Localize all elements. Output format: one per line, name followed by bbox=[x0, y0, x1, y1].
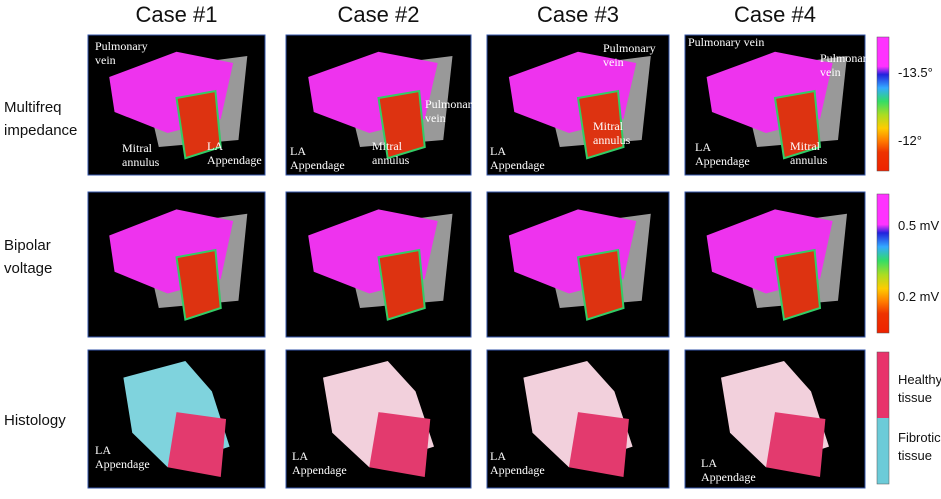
panel-annotation: vein bbox=[603, 55, 624, 69]
panel-annotation: LA bbox=[490, 144, 506, 158]
row-label: Multifreq bbox=[4, 99, 62, 116]
color-bar bbox=[876, 351, 890, 485]
map-low-region bbox=[377, 248, 426, 321]
legend-label: -13.5° bbox=[898, 65, 933, 80]
panel-annotation: Appendage bbox=[701, 470, 756, 484]
panel-annotation: Pulmonary bbox=[820, 51, 873, 65]
panel-annotation: annulus bbox=[372, 153, 410, 167]
column-header: Case #4 bbox=[734, 2, 816, 27]
column-header: Case #2 bbox=[338, 2, 420, 27]
panel-annotation: LA bbox=[95, 443, 111, 457]
map-low-region bbox=[576, 89, 625, 160]
panel-annotation: vein bbox=[425, 111, 446, 125]
panel-annotation: Mitral bbox=[122, 141, 153, 155]
panel-annotation: Mitral bbox=[593, 119, 624, 133]
panel-annotation: LA bbox=[490, 449, 506, 463]
panel-annotation: Appendage bbox=[207, 153, 262, 167]
histology-healthy bbox=[369, 412, 431, 477]
panel-annotation: LA bbox=[701, 456, 717, 470]
legend-label: tissue bbox=[898, 390, 932, 405]
panel-annotation: Pulmonary bbox=[603, 41, 656, 55]
column-header: Case #1 bbox=[136, 2, 218, 27]
panel-annotation: Pulmonary bbox=[95, 39, 148, 53]
column-header: Case #3 bbox=[537, 2, 619, 27]
map-low-region bbox=[175, 89, 222, 160]
legend-label: Healthy bbox=[898, 372, 941, 387]
panel-annotation: annulus bbox=[790, 153, 828, 167]
map-low-region bbox=[576, 248, 625, 321]
panel-annotation: annulus bbox=[122, 155, 160, 169]
panel-annotation: Mitral bbox=[790, 139, 821, 153]
panel-annotation: Appendage bbox=[695, 154, 750, 168]
panel-annotation: Appendage bbox=[490, 158, 545, 172]
histology-healthy bbox=[167, 412, 227, 477]
panel-annotation: Appendage bbox=[292, 463, 347, 477]
panel-annotation: Pulmonary bbox=[425, 97, 478, 111]
map-low-region bbox=[773, 89, 822, 160]
panel-annotation: Mitral bbox=[372, 139, 403, 153]
legend-label: tissue bbox=[898, 448, 932, 463]
map-low-region bbox=[377, 89, 426, 160]
color-bar bbox=[876, 193, 890, 334]
histology-healthy bbox=[766, 412, 826, 477]
legend-label: -12° bbox=[898, 133, 922, 148]
map-low-region bbox=[175, 248, 222, 321]
panel-annotation: LA bbox=[292, 449, 308, 463]
panel-annotation: LA bbox=[290, 144, 306, 158]
panel-annotation: Appendage bbox=[95, 457, 150, 471]
map-low-region bbox=[773, 248, 822, 321]
panel-annotation: Appendage bbox=[290, 158, 345, 172]
panel-annotation: Appendage bbox=[490, 463, 545, 477]
row-label: Bipolar bbox=[4, 237, 51, 254]
legend-label: 0.5 mV bbox=[898, 218, 940, 233]
panel-annotation: vein bbox=[820, 65, 841, 79]
row-label: voltage bbox=[4, 260, 52, 277]
color-bar bbox=[876, 36, 890, 172]
panel-annotation: annulus bbox=[593, 133, 631, 147]
panel-annotation: LA bbox=[695, 140, 711, 154]
histology-healthy bbox=[568, 412, 629, 477]
panel-annotation: vein bbox=[95, 53, 116, 67]
legend-label: Fibrotic bbox=[898, 430, 941, 445]
panel-annotation: Pulmonary vein bbox=[688, 35, 764, 49]
panel-annotation: LA bbox=[207, 139, 223, 153]
row-label: impedance bbox=[4, 122, 77, 139]
row-label: Histology bbox=[4, 412, 66, 429]
legend-label: 0.2 mV bbox=[898, 289, 940, 304]
